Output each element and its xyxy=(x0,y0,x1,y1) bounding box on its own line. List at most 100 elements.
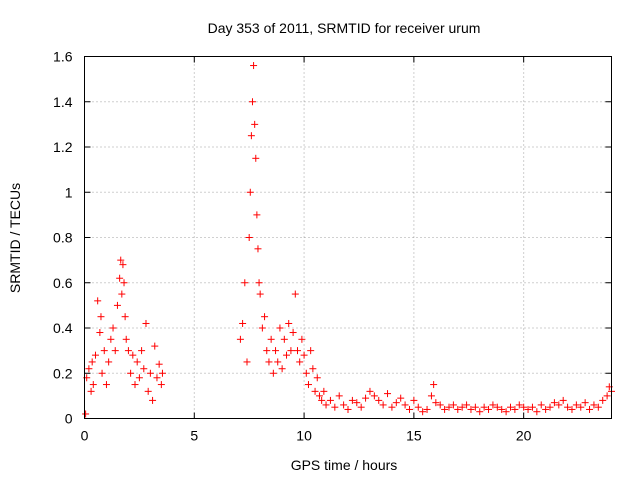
data-point xyxy=(131,381,139,389)
data-point xyxy=(276,324,284,332)
data-point xyxy=(102,381,110,389)
data-point xyxy=(129,351,137,359)
data-point xyxy=(498,405,506,413)
data-point xyxy=(315,392,323,400)
data-point xyxy=(98,369,106,377)
data-point xyxy=(283,351,291,359)
data-point xyxy=(590,401,598,409)
x-tick-label: 5 xyxy=(190,428,198,444)
data-point xyxy=(256,290,264,298)
data-point xyxy=(550,399,558,407)
data-point xyxy=(594,403,602,411)
data-point xyxy=(375,396,383,404)
data-point xyxy=(280,335,288,343)
data-point xyxy=(427,392,435,400)
data-point xyxy=(119,261,127,269)
data-point xyxy=(250,62,258,70)
data-point xyxy=(533,408,541,416)
data-point xyxy=(348,396,356,404)
data-points xyxy=(82,62,615,418)
data-point xyxy=(384,390,392,398)
data-point xyxy=(253,211,261,219)
data-point xyxy=(272,347,280,355)
data-point xyxy=(463,401,471,409)
data-point xyxy=(454,405,462,413)
data-point xyxy=(326,396,334,404)
data-point xyxy=(127,369,135,377)
data-point xyxy=(267,335,275,343)
data-point xyxy=(546,403,554,411)
data-point xyxy=(133,358,141,366)
data-point xyxy=(255,279,263,287)
x-tick-label: 20 xyxy=(516,428,532,444)
axis-ticks: 0 0.2 0.4 0.6 0.8 1 1.2 1.4 1.6 0 5 10 15 20 xyxy=(53,49,612,444)
data-point xyxy=(118,290,126,298)
data-point xyxy=(401,401,409,409)
data-point xyxy=(304,381,312,389)
x-axis-label: GPS time / hours xyxy=(291,457,398,473)
data-point xyxy=(111,347,119,355)
y-tick-label: 1.4 xyxy=(53,94,73,110)
data-point xyxy=(414,403,422,411)
data-point xyxy=(572,401,580,409)
data-point xyxy=(506,403,514,411)
data-point xyxy=(340,401,348,409)
x-tick-label: 10 xyxy=(296,428,312,444)
data-point xyxy=(311,387,319,395)
data-point xyxy=(467,405,475,413)
data-point xyxy=(91,351,99,359)
data-point xyxy=(96,329,104,337)
data-point xyxy=(320,387,328,395)
data-point xyxy=(322,401,330,409)
data-point xyxy=(485,405,493,413)
data-point xyxy=(239,319,247,327)
data-point xyxy=(489,401,497,409)
data-point xyxy=(252,154,260,162)
x-tick-label: 15 xyxy=(406,428,422,444)
data-point xyxy=(109,324,117,332)
data-point xyxy=(236,335,244,343)
data-point xyxy=(113,301,121,309)
y-tick-label: 0.2 xyxy=(53,365,73,381)
data-point xyxy=(335,392,343,400)
y-axis-label: SRMTID / TECUs xyxy=(7,183,23,293)
data-point xyxy=(331,403,339,411)
data-point xyxy=(153,374,161,382)
data-point xyxy=(245,234,253,241)
data-point xyxy=(121,313,129,321)
data-point xyxy=(476,408,484,416)
y-tick-label: 0.6 xyxy=(53,275,73,291)
data-point xyxy=(88,358,96,366)
data-point xyxy=(97,313,105,321)
y-tick-label: 1.6 xyxy=(53,49,73,65)
data-point xyxy=(370,392,378,400)
data-point xyxy=(155,360,163,368)
y-tick-label: 0.4 xyxy=(53,320,73,336)
data-point xyxy=(116,274,124,282)
data-point xyxy=(87,387,95,395)
data-point xyxy=(247,132,255,140)
data-point xyxy=(146,369,154,377)
data-point xyxy=(251,120,259,128)
data-point xyxy=(397,394,405,402)
data-point xyxy=(85,365,93,373)
data-point xyxy=(241,279,249,287)
data-point xyxy=(296,358,304,366)
y-tick-label: 1.2 xyxy=(53,139,73,155)
data-point xyxy=(392,399,400,407)
data-point xyxy=(313,374,321,382)
grid xyxy=(84,56,612,419)
data-point xyxy=(559,396,567,404)
data-point xyxy=(564,403,572,411)
data-point xyxy=(307,347,315,355)
chart-title: Day 353 of 2011, SRMTID for receiver uru… xyxy=(208,20,481,36)
data-point xyxy=(100,347,108,355)
data-point xyxy=(388,403,396,411)
data-point xyxy=(300,351,308,359)
data-point xyxy=(511,405,519,413)
data-point xyxy=(298,335,306,343)
data-point xyxy=(318,396,326,404)
data-point xyxy=(144,387,152,395)
data-point xyxy=(430,381,438,389)
data-point xyxy=(309,365,317,373)
